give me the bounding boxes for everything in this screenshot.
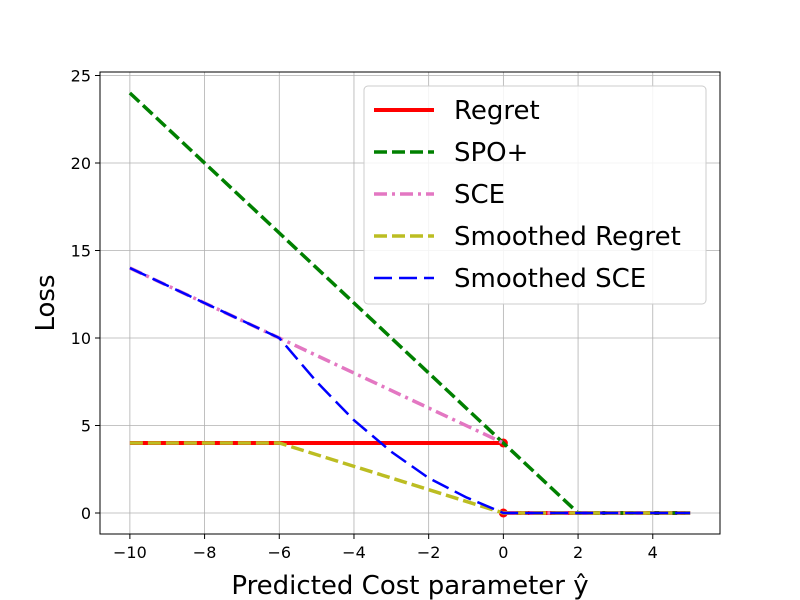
x-tick-label: −8 [193,543,217,562]
y-tick-label: 10 [71,329,91,348]
legend-label: Regret [454,96,540,126]
legend-label: SCE [454,180,505,210]
x-tick-label: −2 [417,543,441,562]
x-tick-label: 0 [498,543,508,562]
series-line-3 [129,441,691,515]
plot-frame [99,71,721,535]
axis-ticks: −10 −8 −6 −4 −2 0 2 4 0 5 10 15 20 25 [71,67,658,563]
y-tick-label: 5 [81,417,91,436]
legend-label: Smoothed SCE [454,264,646,294]
series-lines [128,91,691,518]
legend-label: Smoothed Regret [454,222,681,252]
y-tick-label: 25 [71,67,91,86]
x-tick-label: −10 [113,543,147,562]
x-tick-label: −6 [267,543,291,562]
legend: Regret SPO+ SCE Smoothed Regret Smoothed SCE [363,85,707,305]
y-tick-label: 20 [71,154,91,173]
x-tick-label: −4 [342,543,366,562]
x-axis-label: Predicted Cost parameter ŷ [231,571,588,600]
x-tick-label: 4 [648,543,658,562]
legend-label: SPO+ [454,138,528,168]
series-line-4 [129,266,691,515]
y-axis-label: Loss [31,274,61,331]
y-tick-label: 0 [81,504,91,523]
x-tick-label: 2 [573,543,583,562]
legend-box [363,85,707,305]
y-tick-label: 15 [71,242,91,261]
